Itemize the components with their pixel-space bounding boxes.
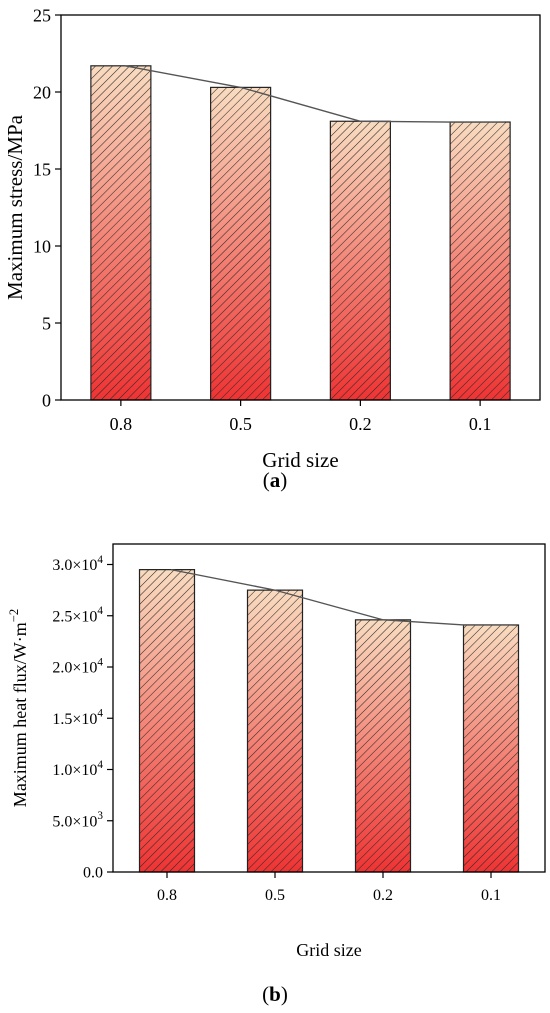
x-tick-label: 0.8 xyxy=(157,887,177,904)
y-axis-label: Maximum heat flux/W·m−2 xyxy=(7,609,30,807)
x-axis-label: Grid size xyxy=(296,940,361,960)
x-tick-label: 0.2 xyxy=(373,887,393,904)
x-tick-label: 0.5 xyxy=(229,414,252,434)
bar-hatch-0.8 xyxy=(90,65,152,401)
bar-hatch-0.8 xyxy=(138,569,196,873)
x-tick-label: 0.2 xyxy=(349,414,372,434)
caption-b-letter: b xyxy=(269,982,281,1006)
stress-bar-chart: 0 5 10 15 20 25 0.8 0.5 0.2 0.1 Grid size Maximum s… xyxy=(3,5,541,470)
bar-hatch-0.2 xyxy=(354,619,412,873)
x-tick-label: 0.1 xyxy=(481,887,501,904)
y-tick-label: 15 xyxy=(33,159,51,179)
y-tick-label: 10 xyxy=(33,236,51,256)
bar-hatch-0.5 xyxy=(246,589,304,873)
y-tick-label: 2.5×104 xyxy=(52,605,103,625)
y-tick-label: 25 xyxy=(33,5,51,25)
bar-hatch-0.5 xyxy=(210,86,272,401)
y-tick-label: 0.0 xyxy=(83,865,103,882)
y-tick-label: 2.0×104 xyxy=(52,656,103,676)
bar-hatch-0.2 xyxy=(329,120,391,401)
caption-a: (a) xyxy=(262,468,288,492)
plot-frame xyxy=(60,14,541,401)
y-axis-label: Maximum stress/MPa xyxy=(3,114,27,300)
caption-a-letter: a xyxy=(269,468,281,492)
y-tick-label: 5.0×103 xyxy=(52,810,103,830)
y-tick-label: 20 xyxy=(33,82,51,102)
y-tick-label: 1.5×104 xyxy=(52,708,103,728)
x-axis-label: Grid size xyxy=(262,448,338,470)
y-tick-label: 1.0×104 xyxy=(52,759,103,779)
trend-line xyxy=(124,65,505,123)
plot-frame xyxy=(112,543,546,873)
bar-hatch-0.1 xyxy=(449,121,511,401)
caption-b: (b) xyxy=(262,982,288,1006)
x-tick-label: 0.8 xyxy=(110,414,133,434)
x-tick-label: 0.1 xyxy=(469,414,492,434)
y-tick-label: 5 xyxy=(42,313,51,333)
bar-hatch-0.1 xyxy=(462,624,520,873)
trend-line xyxy=(170,568,513,626)
y-tick-label: 3.0×104 xyxy=(52,554,103,574)
x-tick-label: 0.5 xyxy=(265,887,285,904)
heat-flux-bar-chart: 0.0 5.0×103 1.0×104 1.5×104 2.0×104 2.5×104 3.… xyxy=(7,543,546,960)
y-tick-label: 0 xyxy=(42,390,51,410)
